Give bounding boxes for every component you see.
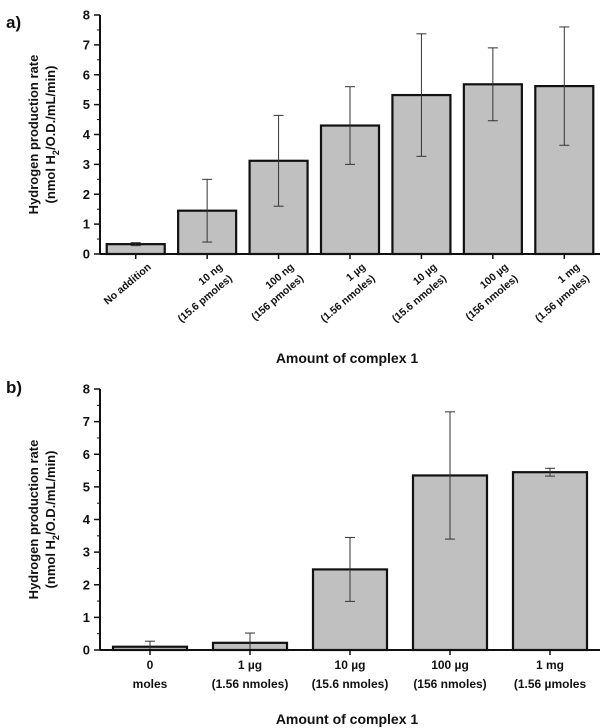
x-tick-label: 0 moles (133, 658, 168, 691)
y-tick-label: 1 (83, 217, 90, 232)
y-tick-label: 1 (83, 610, 90, 625)
y-tick-label: 4 (83, 512, 91, 527)
x-tick-label: 1 µg(1.56 nmoles) (309, 261, 378, 325)
y-tick-label: 5 (83, 97, 90, 112)
y-tick-label: 4 (83, 127, 91, 142)
x-tick-label: 100 µg(156 nmoles) (413, 658, 486, 691)
x-tick-label: 10 µg(15.6 nmoles) (380, 261, 449, 325)
y-axis-title: Hydrogen production rate (nmol H2/O.D./mL… (26, 55, 61, 215)
panel-label-a: a) (6, 13, 21, 32)
panel-label-b: b) (6, 378, 22, 397)
x-tick-label: 1 mg(1.56 µmoles) (523, 261, 591, 325)
x-tick-label: 10 ng(15.6 pmoles) (166, 261, 235, 325)
y-tick-label: 6 (83, 447, 90, 462)
y-tick-label: 8 (83, 8, 90, 23)
y-tick-label: 3 (83, 157, 90, 172)
x-tick-label: 1 mg (1.56 µmoles (514, 658, 587, 691)
y-tick-label: 2 (83, 577, 90, 592)
y-tick-label: 6 (83, 67, 90, 82)
y-tick-label: 7 (83, 414, 90, 429)
y-tick-label: 0 (83, 247, 90, 262)
y-tick-label: 0 (83, 643, 90, 658)
chart-b: 0 1 2 3 4 5 6 7 8 0 moles 1 µg (1.56 nmoles) 10 µg (15… (26, 382, 600, 727)
bar (411, 474, 489, 652)
y-axis-title: Hydrogen production rate (nmol H2/O.D./mL… (26, 440, 61, 600)
y-tick-label: 8 (83, 382, 90, 397)
x-tick-label: 100 ng(156 pmoles) (240, 261, 307, 323)
y-tick-label: 7 (83, 37, 90, 52)
x-tick-label: No addition (102, 261, 154, 307)
bar (511, 471, 589, 652)
x-axis-title: Amount of complex 1 (276, 350, 419, 366)
x-tick-label: 10 µg(15.6 nmoles) (312, 658, 389, 691)
y-tick-label: 2 (83, 187, 90, 202)
y-tick-label: 5 (83, 479, 90, 494)
x-tick-label: 100 µg(156 nmoles) (454, 261, 521, 323)
x-axis-title: Amount of complex 1 (276, 711, 419, 727)
y-tick-label: 3 (83, 545, 90, 560)
x-tick-label: 1 µg(1.56 nmoles) (212, 658, 289, 691)
